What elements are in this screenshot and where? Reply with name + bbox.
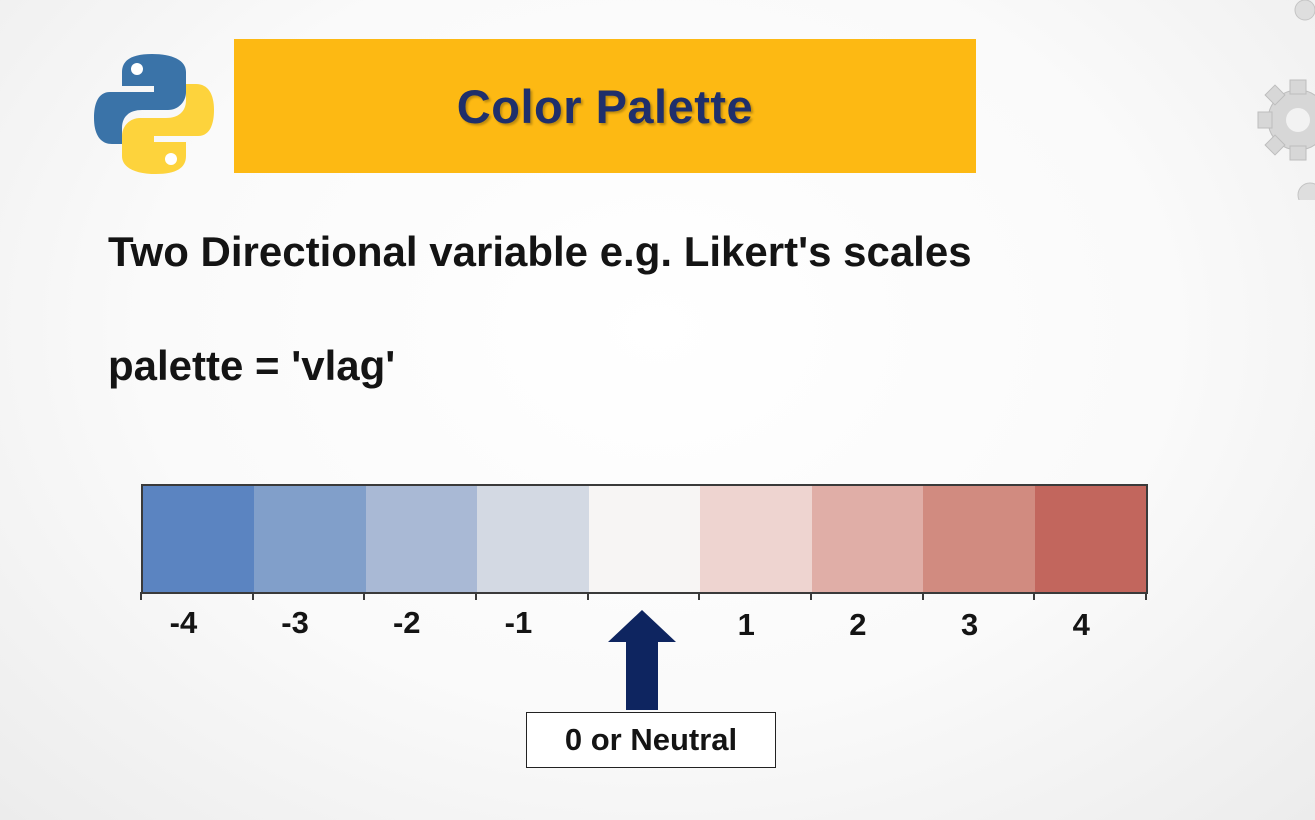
palette-swatch	[700, 486, 812, 592]
palette-colorbar	[141, 484, 1148, 594]
slide-title: Color Palette	[456, 79, 754, 133]
colorbar-tick	[921, 592, 924, 600]
colorbar-tick-label: 4	[1072, 607, 1090, 642]
palette-swatch	[811, 486, 924, 592]
palette-swatch	[365, 486, 478, 592]
palette-swatch	[923, 486, 1035, 592]
colorbar-tick	[1145, 592, 1147, 600]
colorbar-tick-label: -3	[281, 605, 309, 640]
colorbar-tick-label: 3	[960, 607, 979, 642]
colorbar-tick	[1033, 592, 1036, 600]
colorbar-tick	[586, 592, 589, 600]
colorbar-tick	[698, 592, 701, 600]
colorbar-tick-label: -4	[169, 605, 198, 640]
colorbar-tick-label: -2	[392, 605, 421, 640]
colorbar-axis	[141, 592, 1146, 594]
colorbar-tick	[140, 592, 142, 600]
subtitle-heading: Two Directional variable e.g. Likert's s…	[108, 228, 972, 275]
colorbar-tick-label: -1	[504, 605, 533, 640]
colorbar-tick-label: 1	[737, 607, 755, 642]
palette-swatch	[254, 486, 366, 592]
python-logo-icon	[94, 54, 214, 174]
colorbar-tick	[475, 592, 477, 600]
gear-icon	[1257, 0, 1315, 200]
colorbar-tick-label: 2	[849, 607, 867, 642]
neutral-label-box: 0 or Neutral	[526, 712, 776, 768]
arrow-up-icon	[608, 610, 676, 710]
title-banner: Color Palette	[234, 39, 976, 173]
palette-swatch	[588, 486, 701, 592]
colorbar-tick	[810, 592, 812, 600]
palette-swatch	[1034, 486, 1146, 592]
neutral-label: 0 or Neutral	[564, 722, 738, 757]
palette-swatch	[143, 486, 255, 592]
palette-swatch	[477, 486, 589, 592]
palette-code-line: palette = 'vlag'	[108, 342, 396, 389]
colorbar-tick	[363, 592, 366, 600]
colorbar-tick	[251, 592, 254, 600]
